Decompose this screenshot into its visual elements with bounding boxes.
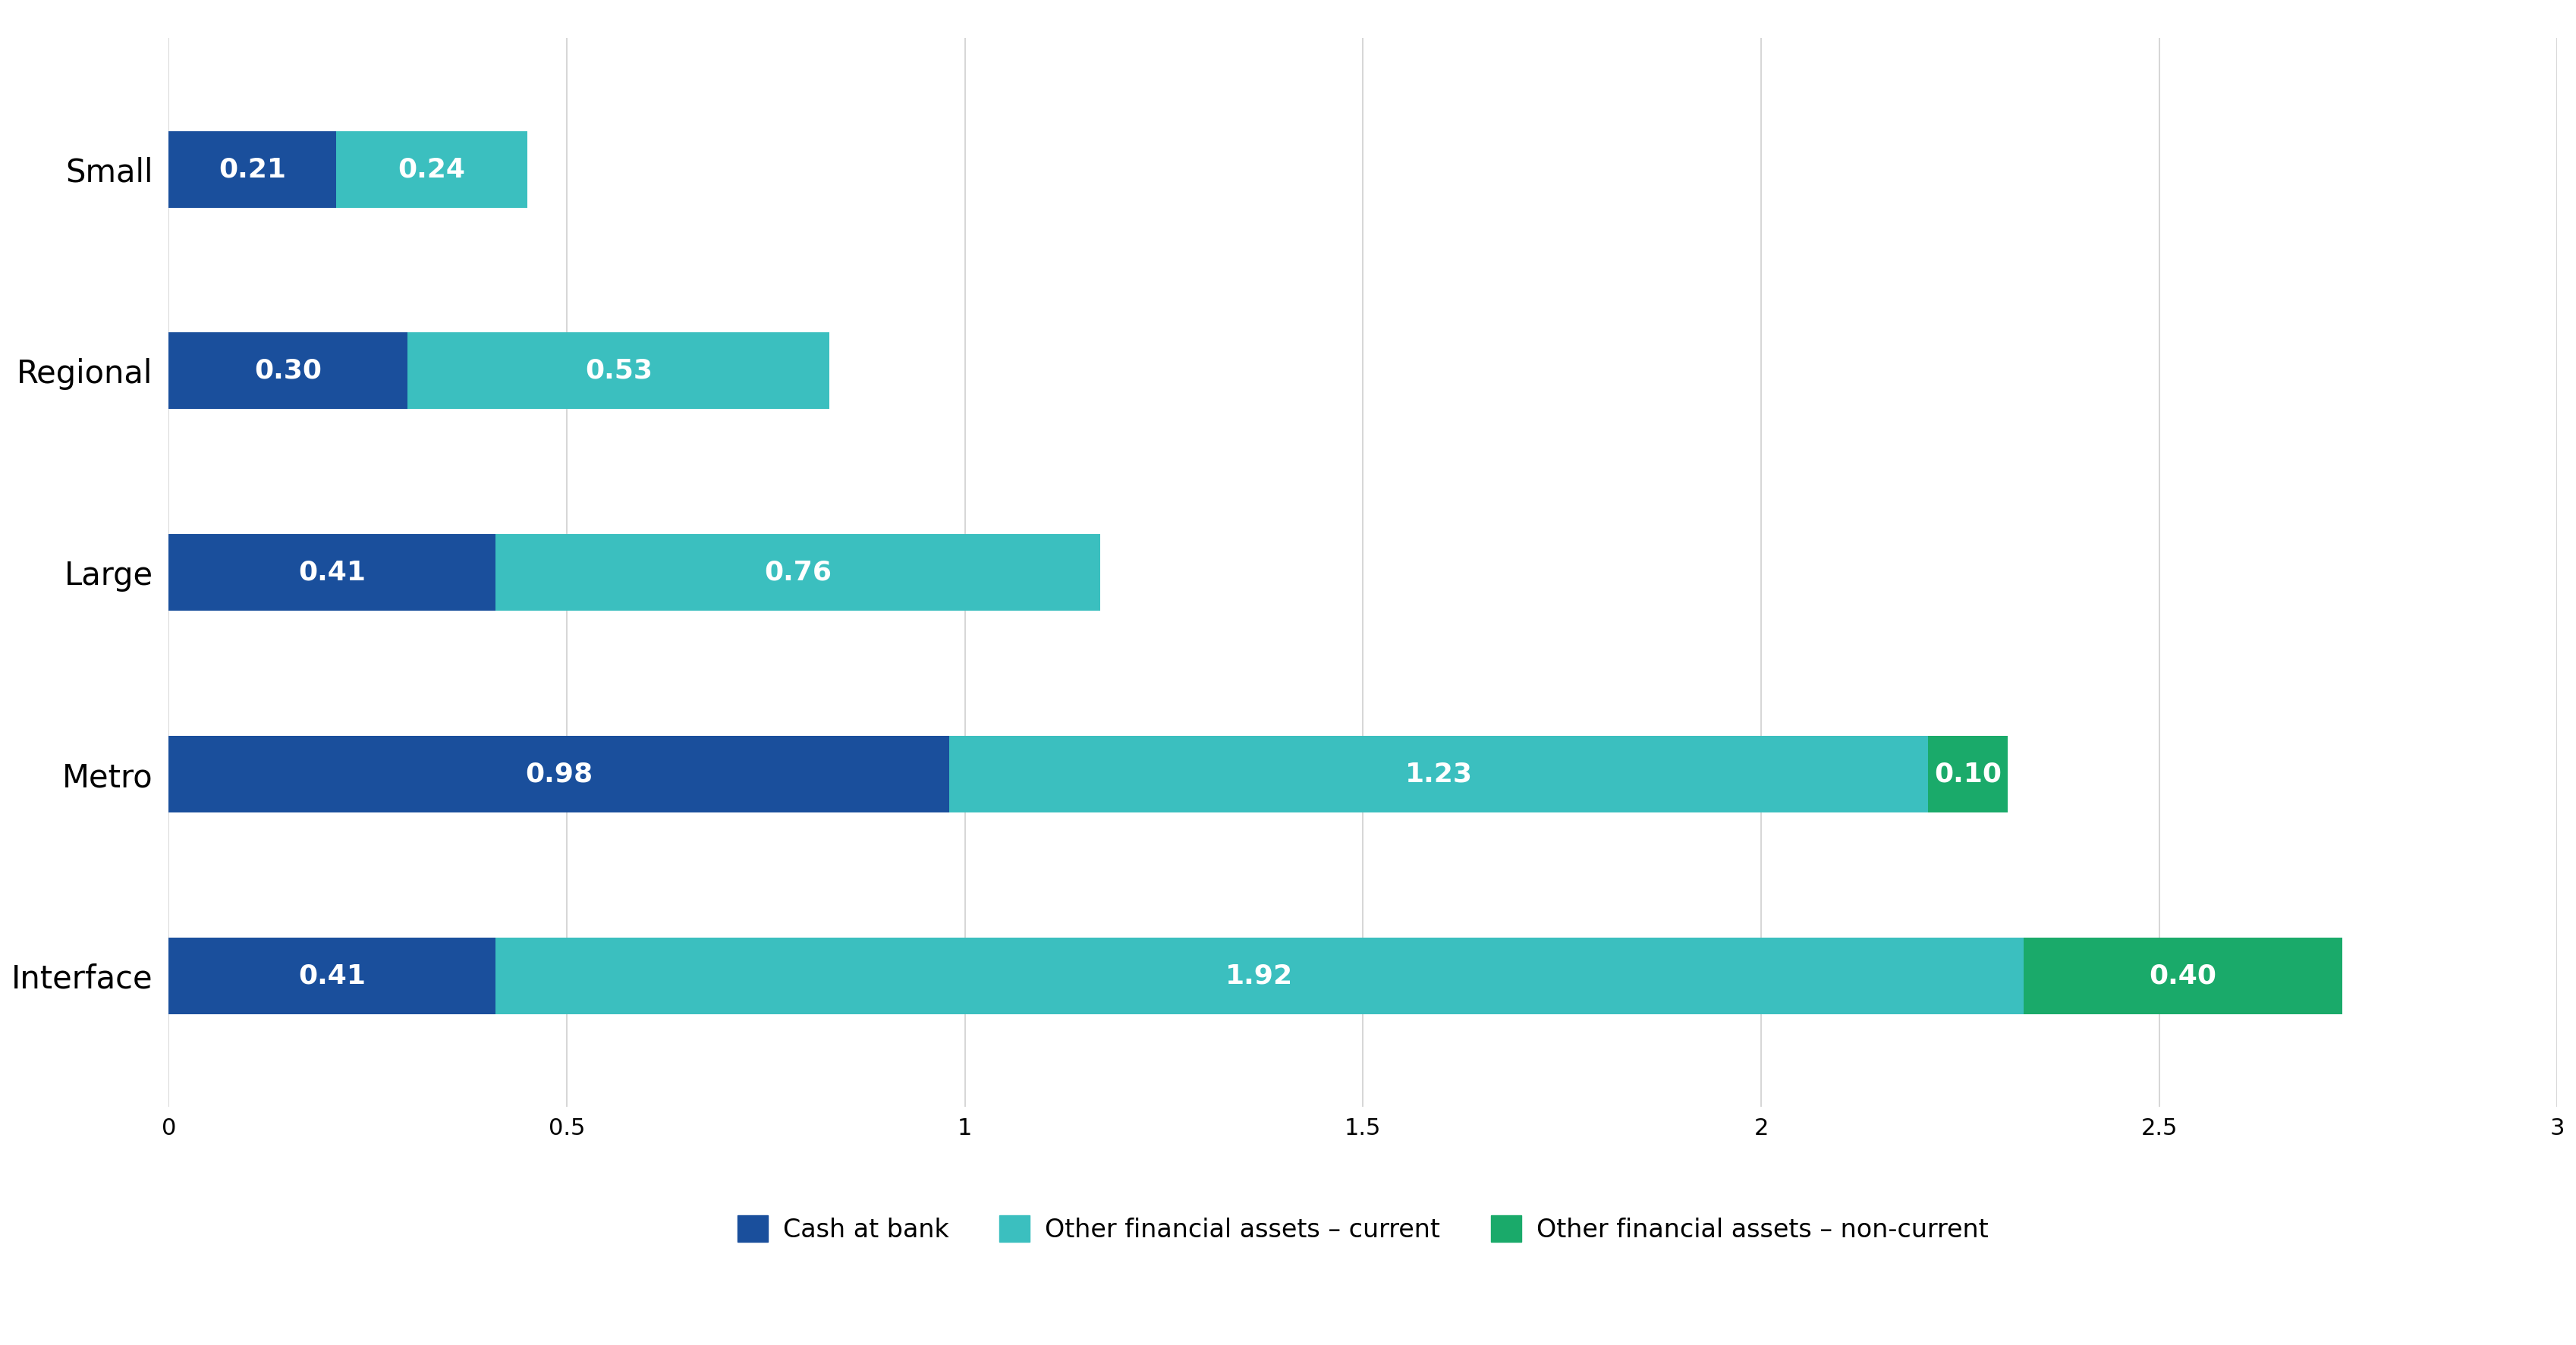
Text: 0.10: 0.10 xyxy=(1935,761,2002,787)
Text: 0.24: 0.24 xyxy=(397,156,466,182)
Bar xyxy=(335,130,528,207)
Bar xyxy=(170,534,495,611)
Text: 1.23: 1.23 xyxy=(1404,761,1473,787)
Bar xyxy=(948,736,1929,812)
Text: 0.41: 0.41 xyxy=(299,963,366,989)
Bar xyxy=(170,130,335,207)
Bar xyxy=(170,736,948,812)
Bar xyxy=(407,332,829,409)
Bar xyxy=(170,332,407,409)
Text: 0.98: 0.98 xyxy=(526,761,592,787)
Text: 0.30: 0.30 xyxy=(255,358,322,383)
Bar xyxy=(1929,736,2007,812)
Text: 0.41: 0.41 xyxy=(299,560,366,585)
Bar xyxy=(495,937,2025,1014)
Text: 0.21: 0.21 xyxy=(219,156,286,182)
Bar xyxy=(495,534,1100,611)
Text: 0.76: 0.76 xyxy=(765,560,832,585)
Bar xyxy=(2025,937,2342,1014)
Text: 1.92: 1.92 xyxy=(1226,963,1293,989)
Text: 0.40: 0.40 xyxy=(2148,963,2218,989)
Bar xyxy=(170,937,495,1014)
Legend: Cash at bank, Other financial assets – current, Other financial assets – non-cur: Cash at bank, Other financial assets – c… xyxy=(737,1216,1989,1243)
Text: 0.53: 0.53 xyxy=(585,358,652,383)
